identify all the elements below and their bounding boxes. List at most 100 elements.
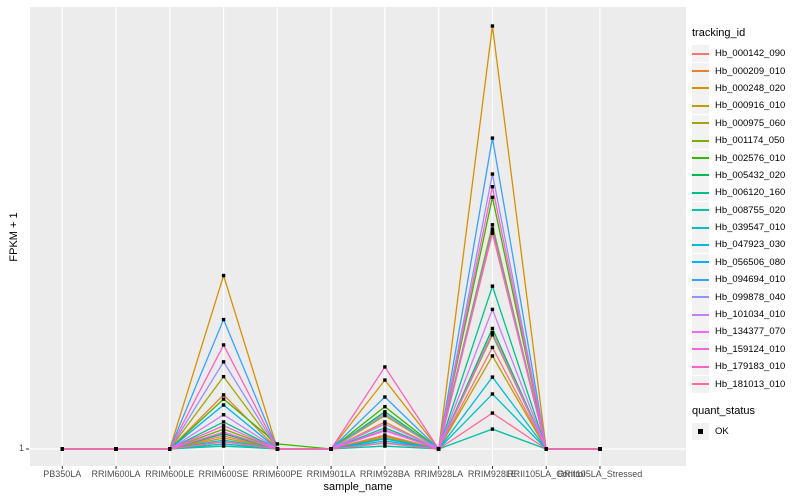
x-tick-label-RRII105LA_Stressed: RRII105LA_Stressed [557, 469, 643, 479]
data-point [221, 427, 226, 431]
data-point [383, 412, 387, 416]
legend-entry-Hb_000248_020: Hb_000248_020 [692, 79, 798, 97]
legend-entry-Hb_008755_020: Hb_008755_020 [692, 201, 798, 219]
legend-label: Hb_008755_020 [715, 204, 786, 216]
line-swatch-icon [692, 219, 709, 237]
data-point [221, 444, 226, 448]
legend-entry-Hb_000142_090: Hb_000142_090 [692, 45, 798, 63]
legend-label: Hb_134377_070 [715, 326, 786, 338]
line-swatch-icon [692, 184, 709, 202]
line-swatch-icon [692, 340, 709, 358]
line-swatch-icon [692, 201, 709, 219]
legend-entry-Hb_094694_010: Hb_094694_010 [692, 271, 798, 289]
data-point [490, 229, 495, 233]
legend-entry-quant-ok: OK [692, 423, 798, 440]
data-point [221, 393, 226, 397]
legend-entry-Hb_000975_060: Hb_000975_060 [692, 114, 798, 132]
legend-entry-Hb_099878_040: Hb_099878_040 [692, 288, 798, 306]
data-point [221, 420, 226, 424]
data-point [490, 307, 495, 312]
legend-entries: Hb_000142_090 Hb_000209_010 Hb_000248_020 H… [692, 45, 798, 393]
data-point [221, 360, 226, 364]
data-point [383, 410, 387, 414]
legend-label: Hb_047923_030 [715, 239, 786, 251]
data-point [383, 444, 387, 448]
data-point [221, 317, 226, 322]
data-point [490, 326, 495, 331]
data-point [490, 136, 495, 140]
legend-entry-Hb_101034_010: Hb_101034_010 [692, 306, 798, 324]
data-point [275, 447, 280, 451]
data-point [114, 447, 118, 451]
data-point [383, 439, 387, 443]
x-tick-label-RRIM600PE: RRIM600PE [252, 469, 303, 479]
data-point [275, 442, 280, 446]
data-point [490, 354, 495, 358]
x-tick-label-RRIM600SE: RRIM600SE [198, 469, 249, 479]
data-point [221, 273, 226, 278]
data-point [490, 284, 495, 288]
line-swatch-icon [692, 132, 709, 150]
line-swatch-icon [692, 288, 709, 306]
line-swatch-icon [692, 306, 709, 324]
line-swatch-icon [692, 79, 709, 97]
x-tick-label-RRIM901LA: RRIM901LA [306, 469, 356, 479]
x-tick-label-PB350LA: PB350LA [43, 469, 82, 479]
legend-entry-Hb_000916_010: Hb_000916_010 [692, 97, 798, 115]
legend-label: Hb_006120_160 [715, 187, 786, 199]
data-point [490, 345, 495, 350]
legend-entry-Hb_047923_030: Hb_047923_030 [692, 236, 798, 254]
data-point [383, 395, 387, 399]
data-point [490, 172, 495, 176]
legend-label: Hb_056506_080 [715, 256, 786, 268]
data-point [221, 440, 226, 444]
data-point [490, 411, 495, 415]
x-axis-title: sample_name [323, 481, 393, 493]
line-swatch-icon [692, 149, 709, 167]
data-point [383, 441, 387, 445]
legend-entry-Hb_005432_020: Hb_005432_020 [692, 166, 798, 184]
data-point [221, 442, 226, 446]
data-point [221, 374, 226, 379]
legend-label: Hb_000142_090 [715, 48, 786, 60]
legend-label: Hb_099878_040 [715, 291, 786, 303]
x-tick-label-RRIM928LE: RRIM928LE [467, 469, 517, 479]
data-point [221, 397, 226, 401]
line-swatch-icon [692, 358, 709, 376]
x-tick-label-RRIM600LA: RRIM600LA [91, 469, 141, 479]
data-point [383, 428, 387, 432]
data-point [221, 436, 226, 440]
data-point [490, 195, 495, 200]
data-point [383, 378, 387, 382]
legend-entry-Hb_039547_010: Hb_039547_010 [692, 219, 798, 237]
data-point [490, 185, 495, 189]
data-point [221, 424, 226, 428]
data-point [490, 231, 495, 235]
legend-label: Hb_001174_050 [715, 135, 785, 147]
data-point [490, 427, 495, 431]
data-point [490, 227, 495, 231]
legend-entry-Hb_002576_010: Hb_002576_010 [692, 149, 798, 167]
data-point [436, 447, 441, 451]
y-tick-label: 1 [18, 443, 24, 453]
x-tick-label-RRII105LA_Control: RRII105LA_Control [507, 469, 586, 479]
line-swatch-icon [692, 271, 709, 289]
data-point [383, 420, 387, 424]
data-point [168, 447, 172, 451]
data-point [221, 413, 226, 417]
plot-panel [30, 7, 686, 466]
data-point [221, 434, 226, 438]
legend-entry-Hb_181013_010: Hb_181013_010 [692, 375, 798, 393]
data-point [490, 375, 495, 379]
line-swatch-icon [692, 323, 709, 341]
ok-square-icon [692, 423, 709, 440]
legend-label: Hb_039547_010 [715, 222, 786, 234]
y-axis-title: FPKM + 1 [8, 212, 20, 262]
data-point [490, 333, 495, 337]
data-point [383, 405, 387, 409]
legend-label: Hb_094694_010 [715, 274, 786, 286]
legend-label: Hb_000916_010 [715, 100, 786, 112]
legend-entry-Hb_001174_050: Hb_001174_050 [692, 132, 798, 150]
data-point [383, 422, 387, 426]
